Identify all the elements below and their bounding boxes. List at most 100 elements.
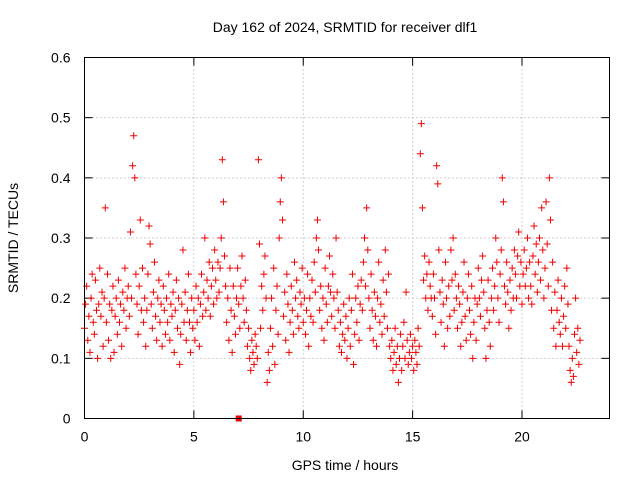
data-point — [256, 240, 263, 248]
data-point — [432, 330, 440, 338]
data-point — [243, 342, 251, 350]
data-point — [539, 246, 547, 254]
data-point — [154, 294, 162, 302]
data-point — [412, 348, 420, 356]
data-point — [219, 198, 227, 206]
data-point — [338, 348, 346, 356]
data-point — [424, 306, 432, 314]
data-point — [113, 330, 121, 338]
data-point — [540, 294, 548, 302]
data-point — [467, 330, 475, 338]
data-point — [358, 306, 366, 314]
data-point — [141, 294, 149, 302]
data-point — [335, 342, 343, 350]
data-point — [195, 342, 203, 350]
data-point — [546, 216, 554, 224]
data-point — [576, 336, 584, 344]
data-point — [519, 270, 527, 278]
data-point — [286, 318, 294, 326]
data-point — [545, 174, 553, 182]
data-point — [164, 318, 172, 326]
data-point — [567, 378, 575, 386]
data-point — [383, 324, 391, 332]
data-point — [100, 294, 108, 302]
data-point — [390, 348, 398, 356]
data-point — [315, 246, 323, 254]
data-point — [398, 366, 406, 374]
data-point — [344, 324, 352, 332]
data-point — [303, 306, 311, 314]
data-point — [380, 312, 388, 320]
data-point — [382, 288, 390, 296]
data-point — [320, 336, 328, 344]
data-point — [254, 156, 262, 164]
data-point — [130, 132, 138, 140]
data-point — [103, 270, 111, 278]
data-point — [527, 282, 535, 290]
data-point — [261, 252, 269, 260]
data-point — [541, 264, 549, 272]
data-point — [106, 300, 114, 308]
data-point — [161, 330, 169, 338]
data-point — [210, 300, 218, 308]
data-point — [457, 342, 465, 350]
x-tick-label: 10 — [295, 429, 311, 445]
data-point — [119, 288, 127, 296]
data-point — [178, 300, 186, 308]
data-point — [367, 270, 375, 278]
data-point — [145, 222, 153, 230]
data-point — [323, 318, 331, 326]
data-point — [229, 282, 237, 290]
data-point — [452, 294, 460, 302]
data-point — [531, 270, 539, 278]
data-point — [370, 288, 378, 296]
data-point — [321, 264, 329, 272]
data-point — [484, 276, 492, 284]
data-point — [203, 276, 211, 284]
data-point — [429, 270, 437, 278]
data-point — [415, 342, 423, 350]
data-point — [528, 300, 536, 308]
data-point — [206, 312, 214, 320]
data-point — [241, 276, 249, 284]
data-point — [287, 282, 295, 290]
data-point — [326, 252, 333, 260]
data-point — [466, 306, 473, 314]
data-point — [354, 282, 362, 290]
data-point — [221, 252, 228, 260]
data-point — [416, 150, 424, 158]
data-point — [481, 324, 489, 332]
data-point — [460, 258, 468, 266]
data-point — [573, 348, 581, 356]
data-point — [281, 288, 289, 296]
data-point — [498, 174, 506, 182]
data-point — [461, 312, 469, 320]
data-point — [331, 324, 339, 332]
data-point — [357, 276, 365, 284]
data-point — [172, 276, 180, 284]
data-point — [140, 318, 148, 326]
data-point — [269, 342, 277, 350]
data-point — [347, 306, 355, 314]
data-point — [239, 294, 247, 302]
data-point — [112, 294, 120, 302]
data-point — [563, 264, 571, 272]
data-point — [553, 306, 561, 314]
data-point — [356, 300, 364, 308]
data-point — [533, 288, 541, 296]
data-point — [433, 162, 441, 170]
data-point — [411, 336, 419, 344]
data-point — [128, 294, 136, 302]
data-point — [228, 348, 236, 356]
data-point — [488, 264, 496, 272]
data-point — [377, 300, 385, 308]
data-point — [245, 324, 253, 332]
data-point — [198, 270, 206, 278]
data-point — [165, 270, 173, 278]
data-point — [169, 288, 177, 296]
data-point — [490, 306, 498, 314]
data-point — [346, 342, 354, 350]
data-point — [282, 336, 290, 344]
data-point — [204, 294, 212, 302]
